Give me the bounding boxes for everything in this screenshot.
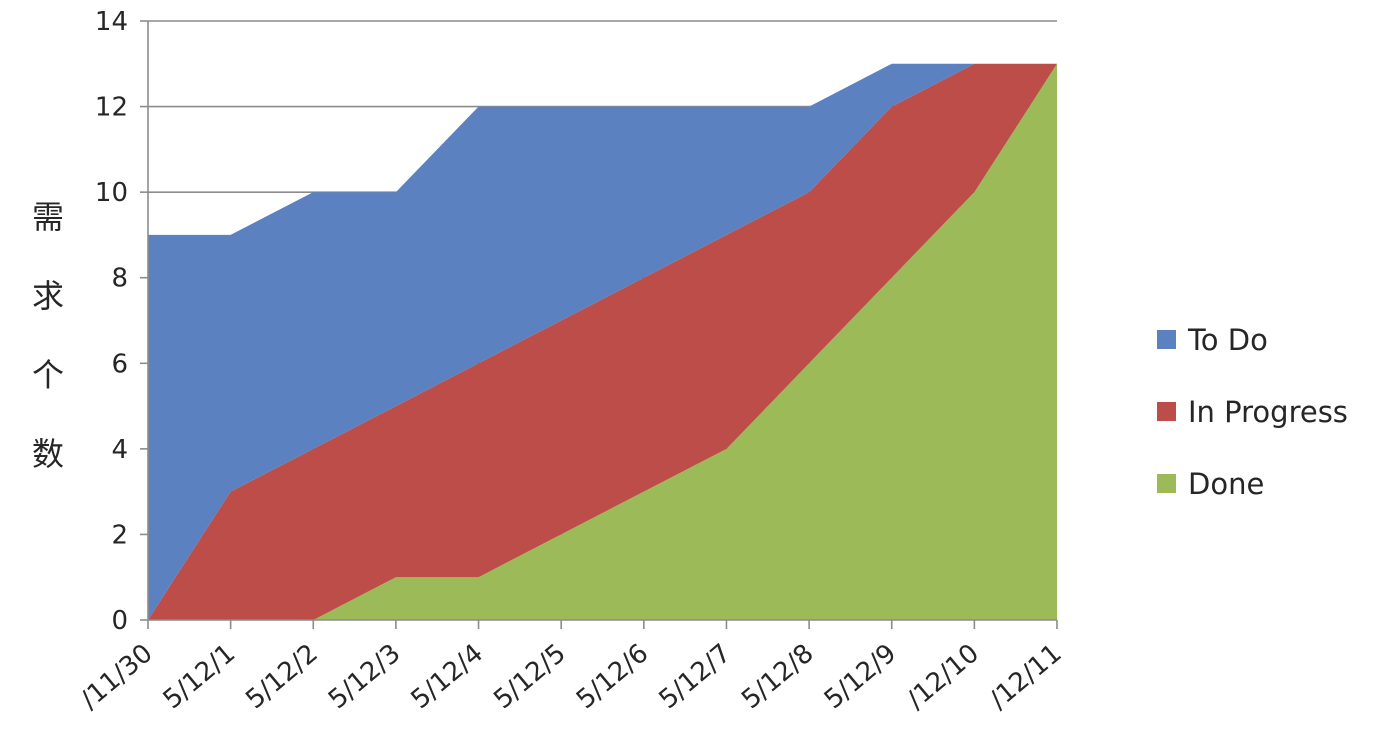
- y-tick-label: 2: [111, 520, 128, 550]
- x-tick-label: /12/10: [901, 638, 984, 715]
- legend: To Do In Progress Done: [1157, 323, 1348, 501]
- y-axis-label-char: 数: [32, 435, 64, 473]
- legend-swatch-to-do: [1157, 330, 1176, 349]
- x-tick-label: 5/12/4: [406, 638, 489, 715]
- y-tick-label: 10: [95, 178, 128, 208]
- area-in-progress: [148, 63, 1057, 621]
- x-tick-labels: /11/30 5/12/1 5/12/2 5/12/3 5/12/4 5/12/5 5/12…: [75, 638, 1067, 715]
- area-series: [148, 63, 1057, 621]
- x-tick-label: 5/12/3: [323, 638, 406, 715]
- y-tick-label: 6: [111, 349, 128, 379]
- legend-label-in-progress: In Progress: [1188, 395, 1348, 429]
- y-tick-label: 12: [95, 93, 128, 123]
- y-tick-label: 8: [111, 264, 128, 294]
- x-tick-label: 5/12/2: [240, 638, 323, 715]
- x-tick-label: 5/12/1: [158, 638, 241, 715]
- legend-label-to-do: To Do: [1187, 323, 1268, 357]
- y-axis-label-char: 个: [32, 356, 64, 394]
- y-tick-labels: 0 2 4 6 8 10 12 14: [95, 7, 128, 636]
- x-tick-label: 5/12/7: [654, 638, 737, 715]
- axes: [140, 20, 1058, 629]
- y-tick-label: 4: [111, 435, 128, 465]
- x-tick-label: /12/11: [984, 638, 1067, 715]
- legend-swatch-in-progress: [1157, 402, 1176, 421]
- y-axis-label-char: 需: [32, 198, 64, 236]
- x-tick-label: /11/30: [75, 638, 158, 715]
- x-tick-label: 5/12/6: [571, 638, 654, 715]
- legend-swatch-done: [1157, 474, 1176, 493]
- x-tick-label: 5/12/8: [736, 638, 819, 715]
- area-to-do: [148, 63, 1057, 621]
- x-tick-label: 5/12/9: [819, 638, 902, 715]
- x-tick-label: 5/12/5: [488, 638, 571, 715]
- legend-label-done: Done: [1188, 467, 1264, 501]
- y-tick-label: 14: [95, 7, 128, 37]
- y-tick-label: 0: [111, 606, 128, 636]
- area-done: [148, 63, 1057, 621]
- y-axis-label-char: 求: [32, 277, 64, 315]
